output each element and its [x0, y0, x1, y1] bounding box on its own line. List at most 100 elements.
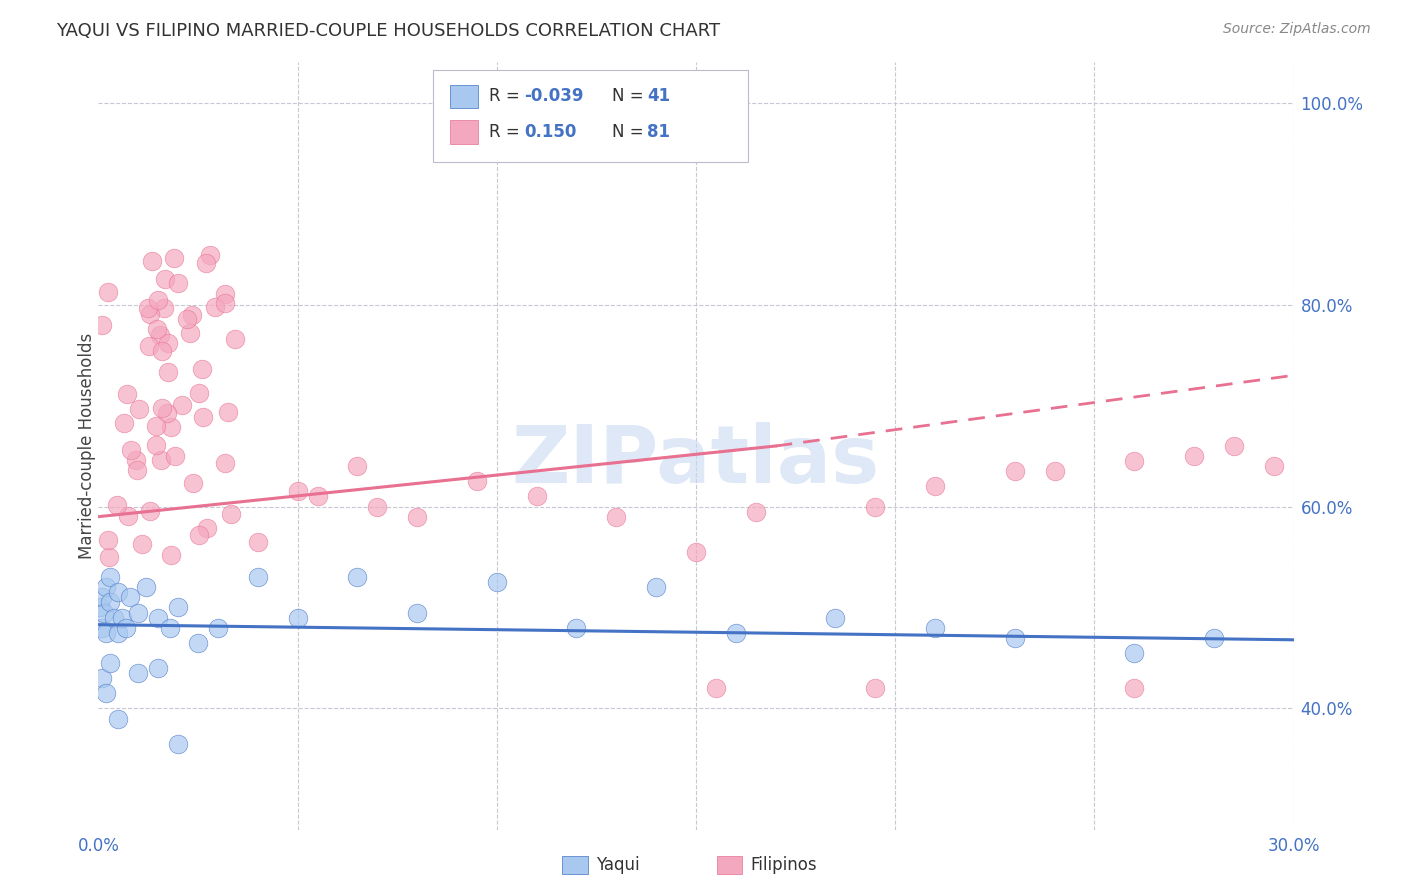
Point [1123, 646, 1146, 660]
Point [91, 591, 114, 605]
Point [167, 737, 190, 751]
Point [191, 409, 214, 424]
Point [465, 475, 488, 489]
Y-axis label: Married-couple Households: Married-couple Households [79, 333, 96, 559]
Text: R =: R = [489, 87, 526, 105]
Point [107, 712, 129, 726]
Text: -0.039: -0.039 [524, 87, 583, 105]
Point [180, 308, 202, 322]
Point [204, 300, 226, 314]
Point [179, 326, 201, 340]
Text: R =: R = [489, 123, 526, 141]
Text: N =: N = [612, 123, 648, 141]
Point [111, 610, 134, 624]
Point [96, 625, 118, 640]
Point [146, 293, 169, 307]
Point [346, 570, 368, 584]
Point [115, 386, 138, 401]
Point [406, 606, 429, 620]
Point [287, 484, 309, 499]
Point [605, 509, 627, 524]
Point [98, 570, 122, 584]
Point [219, 507, 242, 521]
Point [346, 459, 368, 474]
Point [188, 386, 211, 401]
Point [366, 500, 388, 514]
Point [207, 621, 229, 635]
Point [96, 580, 118, 594]
Text: Source: ZipAtlas.com: Source: ZipAtlas.com [1223, 22, 1371, 37]
Point [157, 365, 180, 379]
Text: Yaqui: Yaqui [596, 856, 640, 874]
Point [1223, 439, 1246, 453]
Point [145, 438, 167, 452]
Point [176, 312, 198, 326]
Point [190, 362, 212, 376]
Point [107, 585, 129, 599]
Point [125, 463, 148, 477]
Point [117, 508, 139, 523]
Point [1182, 449, 1205, 463]
Point [167, 600, 190, 615]
Point [98, 656, 122, 670]
Point [139, 504, 162, 518]
Point [924, 479, 946, 493]
Point [214, 295, 236, 310]
Point [645, 580, 668, 594]
Point [91, 621, 114, 635]
Text: N =: N = [612, 87, 648, 105]
Point [98, 595, 122, 609]
Point [125, 453, 148, 467]
Point [152, 301, 174, 315]
Point [217, 405, 239, 419]
Point [214, 456, 236, 470]
Point [135, 580, 157, 594]
Point [127, 606, 149, 620]
Point [565, 621, 588, 635]
Point [1004, 631, 1026, 645]
Point [187, 636, 209, 650]
Point [246, 570, 269, 584]
Point [148, 610, 170, 624]
Text: 0.150: 0.150 [524, 123, 576, 141]
Point [194, 256, 217, 270]
Point [824, 610, 846, 624]
Point [150, 453, 173, 467]
Point [172, 398, 194, 412]
Point [98, 549, 121, 564]
Point [156, 406, 179, 420]
Point [1123, 681, 1146, 696]
Point [160, 420, 183, 434]
Point [704, 681, 727, 696]
Text: YAQUI VS FILIPINO MARRIED-COUPLE HOUSEHOLDS CORRELATION CHART: YAQUI VS FILIPINO MARRIED-COUPLE HOUSEHO… [56, 22, 720, 40]
Point [136, 301, 159, 315]
Point [163, 449, 186, 463]
Point [187, 528, 209, 542]
Point [153, 272, 176, 286]
Text: ZIPatlas: ZIPatlas [512, 422, 880, 500]
Point [406, 509, 429, 524]
Point [157, 336, 180, 351]
Point [685, 545, 707, 559]
Point [1123, 454, 1146, 468]
Point [214, 286, 236, 301]
Point [138, 339, 160, 353]
Point [246, 535, 269, 549]
Text: 41: 41 [647, 87, 669, 105]
Point [115, 621, 138, 635]
Point [120, 442, 142, 457]
Point [924, 621, 946, 635]
Point [224, 332, 246, 346]
Point [1043, 464, 1066, 478]
Point [128, 402, 150, 417]
Point [139, 306, 162, 320]
Point [745, 505, 768, 519]
Point [1263, 459, 1285, 474]
Point [485, 575, 508, 590]
Point [195, 521, 218, 535]
Point [148, 328, 170, 343]
Point [152, 343, 174, 358]
Point [865, 681, 887, 696]
Point [200, 248, 222, 262]
Point [287, 610, 309, 624]
